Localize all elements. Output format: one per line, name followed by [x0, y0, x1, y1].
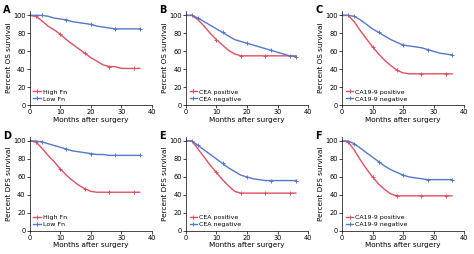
- X-axis label: Months after surgery: Months after surgery: [53, 117, 128, 123]
- Y-axis label: Percent DFS survival: Percent DFS survival: [318, 147, 324, 221]
- Y-axis label: Percent OS survival: Percent OS survival: [318, 23, 324, 93]
- Legend: CEA positive, CEA negative: CEA positive, CEA negative: [189, 89, 242, 102]
- X-axis label: Months after surgery: Months after surgery: [209, 117, 285, 123]
- Text: A: A: [3, 5, 10, 15]
- Legend: CA19-9 positive, CA19-9 negative: CA19-9 positive, CA19-9 negative: [345, 214, 408, 228]
- Legend: CEA positive, CEA negative: CEA positive, CEA negative: [189, 214, 242, 228]
- Y-axis label: Percent OS survival: Percent OS survival: [162, 23, 168, 93]
- Text: B: B: [159, 5, 166, 15]
- X-axis label: Months after surgery: Months after surgery: [209, 243, 285, 248]
- Text: C: C: [315, 5, 322, 15]
- X-axis label: Months after surgery: Months after surgery: [365, 243, 441, 248]
- Legend: High Fn, Low Fn: High Fn, Low Fn: [33, 214, 68, 228]
- X-axis label: Months after surgery: Months after surgery: [365, 117, 441, 123]
- Legend: CA19-9 positive, CA19-9 negative: CA19-9 positive, CA19-9 negative: [345, 89, 408, 102]
- Y-axis label: Percent DFS survival: Percent DFS survival: [162, 147, 168, 221]
- Legend: High Fn, Low Fn: High Fn, Low Fn: [33, 89, 68, 102]
- Text: F: F: [315, 131, 322, 141]
- Text: D: D: [3, 131, 11, 141]
- Text: E: E: [159, 131, 165, 141]
- X-axis label: Months after surgery: Months after surgery: [53, 243, 128, 248]
- Y-axis label: Percent OS survival: Percent OS survival: [6, 23, 11, 93]
- Y-axis label: Percent DFS survival: Percent DFS survival: [6, 147, 11, 221]
